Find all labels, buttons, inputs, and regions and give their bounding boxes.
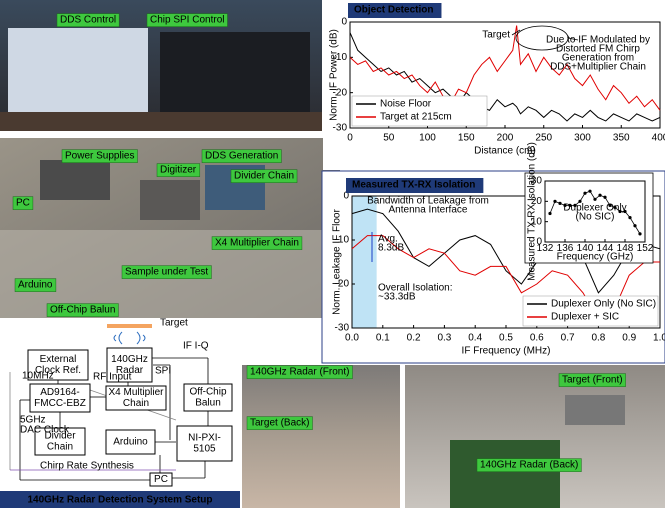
node-label: Chain bbox=[47, 442, 73, 453]
node-label: 5105 bbox=[193, 444, 216, 455]
x-tick-label: 0.2 bbox=[407, 333, 421, 344]
annotation: Antenna Interface bbox=[389, 205, 468, 216]
data-point bbox=[583, 192, 586, 195]
x-tick-label: 0.8 bbox=[591, 333, 605, 344]
data-point bbox=[603, 196, 606, 199]
x-tick-label: 152 bbox=[637, 243, 654, 254]
node-label: PC bbox=[154, 474, 168, 485]
x-tick-label: 1.0 bbox=[653, 333, 665, 344]
annotation: Target bbox=[482, 30, 510, 41]
x-axis-label: Frequency (GHz) bbox=[557, 251, 634, 262]
x-tick-label: 0.3 bbox=[437, 333, 451, 344]
photo-radar-back bbox=[405, 365, 665, 508]
annotation: (No SIC) bbox=[576, 212, 615, 223]
node-label: NI-PXI- bbox=[188, 433, 221, 444]
photo-label: PC bbox=[16, 198, 30, 209]
x-tick-label: 0.7 bbox=[561, 333, 575, 344]
data-point bbox=[633, 224, 636, 227]
data-point bbox=[598, 194, 601, 197]
x-tick-label: 150 bbox=[458, 133, 475, 144]
x-axis-label: IF Frequency (MHz) bbox=[462, 346, 551, 357]
x-tick-label: 50 bbox=[383, 133, 395, 144]
photo-label: 140GHz Radar (Front) bbox=[250, 367, 349, 378]
annotation: 8.3dB bbox=[378, 243, 404, 254]
x-tick-label: 300 bbox=[574, 133, 591, 144]
photo-radar-front bbox=[242, 365, 400, 508]
y-axis-label: Measured TX-RX Isolation (dB) bbox=[527, 142, 538, 281]
edge-label: 10MHz bbox=[22, 371, 54, 382]
x-tick-label: 350 bbox=[613, 133, 630, 144]
node-label: Balun bbox=[195, 398, 221, 409]
edge-label: DAC Clock bbox=[20, 425, 70, 436]
x-tick-label: 0.5 bbox=[499, 333, 513, 344]
photo-label: Power Supplies bbox=[65, 151, 134, 162]
photo-label: 140GHz Radar (Back) bbox=[480, 460, 578, 471]
x-tick-label: 250 bbox=[535, 133, 552, 144]
y-axis-label: Norm. Leakage IF Floor bbox=[332, 209, 343, 315]
annotation: ~33.3dB bbox=[378, 292, 416, 303]
data-point bbox=[638, 232, 641, 235]
photo-label: Chip SPI Control bbox=[150, 15, 224, 26]
target-label: Target bbox=[160, 318, 188, 329]
photo-label: Sample under Test bbox=[125, 267, 208, 278]
photo-label: Target (Front) bbox=[562, 375, 623, 386]
y-tick-label: -30 bbox=[335, 323, 350, 334]
x-tick-label: 0.6 bbox=[530, 333, 544, 344]
legend-label: Noise Floor bbox=[380, 99, 432, 110]
photo-label: X4 Multiplier Chain bbox=[215, 238, 299, 249]
node-label: Arduino bbox=[113, 437, 148, 448]
data-point bbox=[628, 216, 631, 219]
data-point bbox=[558, 202, 561, 205]
legend-label: Duplexer Only (No SIC) bbox=[551, 299, 656, 310]
data-point bbox=[593, 198, 596, 201]
photo-label: Divider Chain bbox=[234, 171, 294, 182]
photo-label: Digitizer bbox=[160, 165, 197, 176]
data-point bbox=[548, 212, 551, 215]
edge-label: Chirp Rate Synthesis bbox=[40, 461, 134, 472]
annotation: DDS+Multiplier Chain bbox=[550, 62, 646, 73]
chart-title: Measured TX-RX Isolation bbox=[352, 180, 475, 191]
photo-label: Target (Back) bbox=[250, 418, 309, 429]
y-tick-label: 0 bbox=[341, 17, 347, 28]
edge-label: SPI bbox=[155, 366, 171, 377]
data-point bbox=[553, 200, 556, 203]
x-tick-label: 400 bbox=[652, 133, 665, 144]
x-tick-label: 0.4 bbox=[468, 333, 482, 344]
node-label: AD9164- bbox=[40, 387, 79, 398]
node-label: External bbox=[40, 354, 77, 365]
legend-label: Duplexer + SIC bbox=[551, 312, 619, 323]
x-tick-label: 0.0 bbox=[345, 333, 359, 344]
footer-title: 140GHz Radar Detection System Setup bbox=[27, 495, 212, 506]
highlight-band bbox=[352, 196, 377, 328]
y-axis-label: Norm. IF Power (dB) bbox=[329, 29, 340, 121]
x-tick-label: 100 bbox=[419, 133, 436, 144]
x-tick-label: 0 bbox=[347, 133, 353, 144]
photo-label: DDS Control bbox=[60, 15, 116, 26]
data-point bbox=[588, 190, 591, 193]
photo-label: Arduino bbox=[18, 280, 53, 291]
chart-panel bbox=[323, 0, 665, 170]
photo-label: DDS Generation bbox=[205, 151, 278, 162]
node-label: Chain bbox=[123, 398, 149, 409]
photo-label: Off-Chip Balun bbox=[50, 305, 115, 316]
x-tick-label: 0.9 bbox=[622, 333, 636, 344]
figure: DDS Control Chip SPI Control Power Supplie… bbox=[0, 0, 665, 508]
legend-label: Target at 215cm bbox=[380, 112, 452, 123]
edge-label: IF I-Q bbox=[183, 341, 209, 352]
node-label: Off-Chip bbox=[189, 387, 226, 398]
node-label: 140GHz bbox=[111, 354, 148, 365]
edge-label: RF Input bbox=[93, 372, 132, 383]
node-label: X4 Multiplier bbox=[108, 387, 164, 398]
x-tick-label: 0.1 bbox=[376, 333, 390, 344]
x-tick-label: 200 bbox=[497, 133, 514, 144]
chart-title: Object Detection bbox=[354, 5, 433, 16]
y-tick-label: -30 bbox=[333, 123, 348, 134]
node-label: FMCC-EBZ bbox=[34, 398, 86, 409]
